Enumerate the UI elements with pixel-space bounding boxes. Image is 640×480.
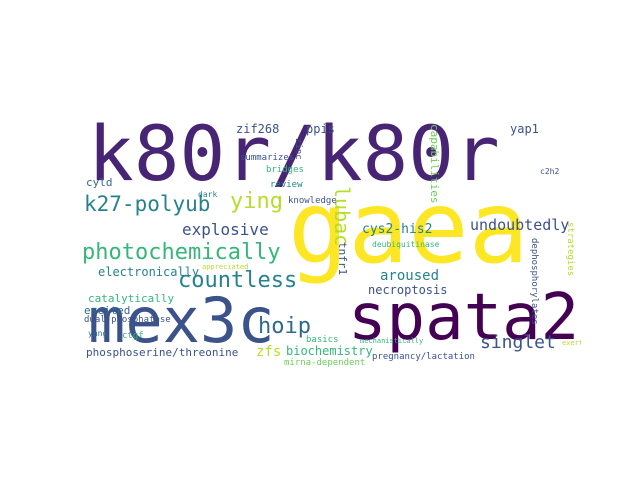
word-excited: excited	[84, 304, 131, 317]
word-mex3c: mex3c	[88, 284, 275, 357]
word-yap1: yap1	[510, 122, 539, 136]
word-summarizes: summarizes	[240, 153, 295, 163]
word-aroused: aroused	[380, 268, 440, 284]
word-catalytically: catalytically	[88, 292, 175, 305]
word-cloud: k80r/k80r gaea mex3c spata2 photochemica…	[80, 118, 581, 370]
word-electronically: electronically	[98, 265, 200, 279]
word-photochemically: photochemically	[82, 240, 281, 265]
word-k80r: k80r/k80r	[88, 118, 500, 198]
word-phosphoserine-threonine: phosphoserine/threonine	[86, 346, 239, 359]
word-singlet: singlet	[480, 332, 556, 353]
word-appreciated: appreciated	[202, 263, 249, 271]
word-explosive: explosive	[182, 220, 269, 239]
word-k27-polyub: k27-polyub	[84, 192, 211, 216]
word-mirna-dependent: mirna-dependent	[284, 358, 366, 368]
word-hoip: hoip	[258, 314, 311, 339]
word-pregnancy-lactation: pregnancy/lactation	[372, 352, 475, 362]
word-dark: dark	[198, 190, 218, 199]
word-ctgf: ctgf	[122, 331, 144, 341]
word-dual-phosphatase: dual-phosphatase	[84, 315, 171, 325]
word-dephosphorylates: dephosphorylates	[529, 238, 539, 325]
word-ying: ying	[230, 189, 283, 214]
word-bridges: bridges	[266, 165, 304, 175]
word-countless: countless	[178, 268, 298, 293]
word-mechanistically: mechanistically	[360, 337, 424, 345]
word-cyld: cyld	[86, 176, 113, 189]
word-deubiquitinase: deubiquitinase	[372, 240, 440, 249]
word-spata2: spata2	[348, 281, 580, 355]
word-biochemistry: biochemistry	[286, 344, 373, 358]
word-basics: basics	[306, 335, 339, 345]
word-cys2-his2: cys2-his2	[362, 222, 433, 237]
word-c2h2: c2h2	[540, 167, 560, 176]
word-knowledge: knowledge	[288, 196, 337, 206]
word-zif268: zif268	[236, 122, 280, 136]
word-necroptosis: necroptosis	[368, 283, 448, 297]
word-zinc: zinc	[293, 138, 303, 160]
word-undoubtedly: undoubtedly	[470, 216, 570, 234]
word-gaea: gaea	[288, 169, 529, 286]
word-exerting: exerting	[562, 339, 581, 347]
word-review: review	[270, 180, 303, 190]
word-zfs: zfs	[256, 344, 282, 360]
word-ppis: ppis	[306, 122, 335, 136]
word-tnfr1: tnfr1	[336, 242, 349, 276]
word-capabilities: capabilities	[428, 124, 441, 204]
word-yang: yang	[88, 329, 108, 338]
word-strategies: strategies	[565, 222, 575, 277]
